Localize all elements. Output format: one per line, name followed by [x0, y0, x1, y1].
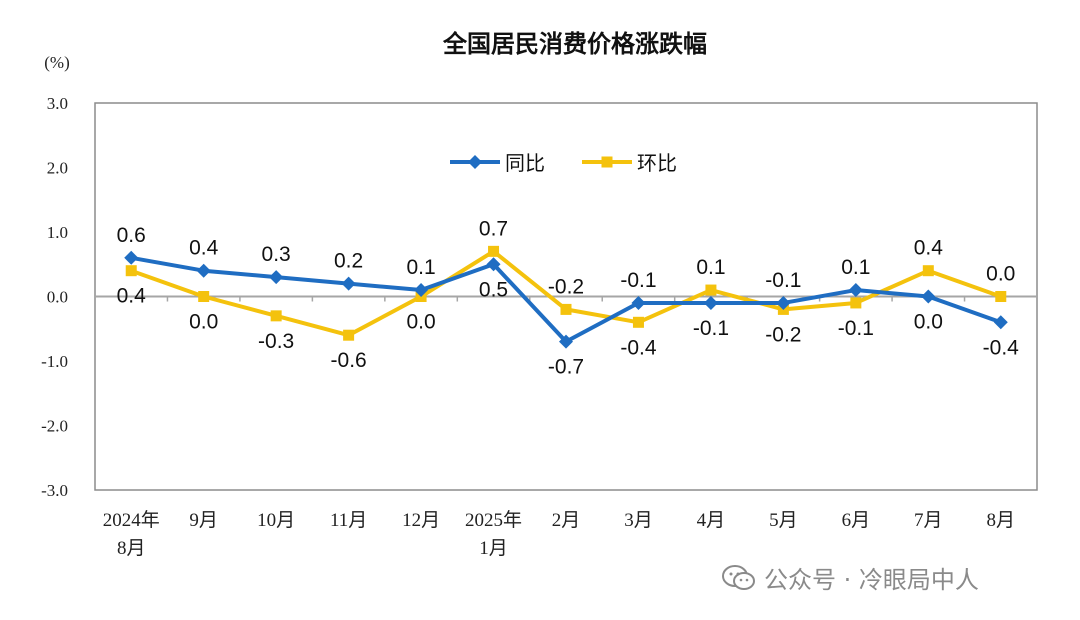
data-point-同比 — [921, 289, 936, 304]
legend-marker-环比 — [601, 156, 613, 168]
x-tick-label: 11月 — [330, 510, 367, 531]
x-tick-label: 3月 — [624, 510, 653, 531]
y-tick-label: 0.0 — [47, 288, 68, 307]
data-label-环比: 0.1 — [696, 256, 725, 279]
data-label-环比: 0.0 — [406, 311, 435, 334]
data-point-环比 — [995, 291, 1007, 302]
y-axis-unit: (%) — [44, 53, 69, 72]
data-point-同比 — [993, 315, 1008, 330]
data-point-同比 — [486, 257, 501, 272]
legend-marker-同比 — [468, 155, 482, 169]
data-label-环比: 0.0 — [986, 263, 1015, 286]
data-point-同比 — [196, 263, 211, 278]
data-label-同比: 0.6 — [117, 224, 146, 247]
data-label-同比: 0.3 — [262, 243, 291, 266]
x-tick-label: 5月 — [769, 510, 798, 531]
wechat-icon — [722, 564, 755, 590]
data-point-同比 — [341, 276, 356, 291]
x-tick-label: 2025年 — [465, 509, 522, 531]
data-point-同比 — [124, 250, 139, 265]
data-label-环比: -0.1 — [838, 317, 874, 340]
data-point-同比 — [703, 295, 718, 310]
y-tick-label: -2.0 — [41, 417, 68, 436]
data-point-环比 — [488, 245, 500, 257]
data-label-环比: 0.4 — [914, 237, 944, 260]
data-point-环比 — [270, 310, 282, 322]
data-label-环比: 0.7 — [479, 217, 508, 240]
legend-label-环比: 环比 — [637, 151, 677, 175]
x-tick-label: 10月 — [257, 510, 295, 531]
data-label-同比: -0.4 — [983, 336, 1020, 359]
data-label-同比: -0.1 — [693, 317, 729, 340]
data-label-环比: 0.0 — [189, 311, 218, 334]
x-tick-label: 8月 — [987, 510, 1016, 531]
data-point-环比 — [632, 316, 644, 328]
data-label-同比: 0.2 — [334, 250, 363, 273]
data-point-环比 — [922, 265, 934, 277]
data-label-环比: -0.3 — [258, 330, 294, 353]
data-label-环比: -0.6 — [331, 349, 367, 372]
x-tick-label: 9月 — [189, 510, 218, 531]
data-label-同比: 0.1 — [406, 256, 435, 279]
x-tick-label: 1月 — [479, 538, 508, 559]
data-label-同比: 0.1 — [841, 256, 870, 279]
y-tick-label: -3.0 — [41, 481, 68, 500]
data-point-环比 — [560, 303, 572, 315]
data-point-同比 — [776, 295, 791, 310]
data-label-同比: -0.1 — [620, 269, 656, 292]
data-label-环比: -0.4 — [620, 336, 657, 359]
data-label-环比: -0.2 — [765, 323, 801, 346]
x-tick-label: 6月 — [842, 510, 871, 531]
legend-label-同比: 同比 — [505, 151, 545, 175]
data-point-同比 — [848, 283, 863, 298]
x-tick-label: 4月 — [697, 510, 726, 531]
data-point-同比 — [631, 295, 646, 310]
data-point-环比 — [850, 297, 862, 309]
data-point-环比 — [198, 291, 210, 302]
data-point-环比 — [343, 329, 355, 341]
x-tick-label: 2024年 — [103, 509, 160, 531]
data-label-同比: 0.5 — [479, 278, 508, 301]
data-point-同比 — [414, 283, 429, 298]
data-point-同比 — [559, 334, 573, 349]
data-label-同比: 0.0 — [914, 311, 943, 334]
data-label-环比: -0.2 — [548, 275, 584, 298]
x-tick-label: 2月 — [552, 510, 581, 531]
x-tick-label: 8月 — [117, 538, 146, 559]
y-tick-label: -1.0 — [41, 352, 68, 371]
x-tick-label: 12月 — [402, 510, 440, 531]
data-label-同比: -0.1 — [765, 269, 801, 292]
y-tick-label: 2.0 — [47, 159, 68, 178]
data-point-环比 — [125, 265, 137, 277]
y-tick-label: 3.0 — [47, 94, 68, 113]
data-label-同比: -0.7 — [548, 356, 584, 379]
data-point-同比 — [269, 270, 284, 285]
watermark-text: 公众号 · 冷眼局中人 — [764, 566, 979, 594]
data-label-同比: 0.4 — [189, 237, 219, 260]
watermark: 公众号 · 冷眼局中人 — [722, 560, 979, 595]
data-point-环比 — [705, 284, 717, 296]
chart-title: 全国居民消费价格涨跌幅 — [442, 30, 707, 58]
x-tick-label: 7月 — [914, 510, 943, 531]
y-tick-label: 1.0 — [47, 223, 68, 242]
data-label-环比: 0.4 — [117, 285, 147, 308]
